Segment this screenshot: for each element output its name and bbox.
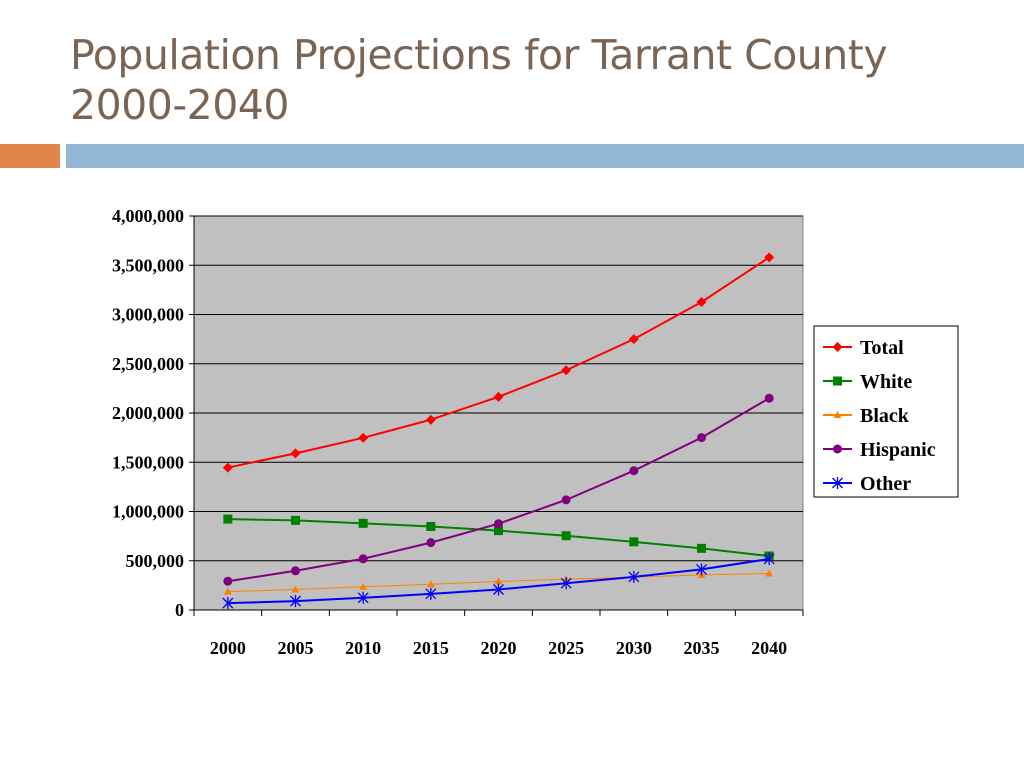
y-tick-label: 1,500,000 bbox=[112, 452, 184, 472]
legend-label-white: White bbox=[860, 371, 912, 393]
legend-marker-total bbox=[832, 342, 843, 352]
x-tick-label: 2025 bbox=[548, 638, 584, 658]
data-point-white bbox=[426, 521, 436, 531]
data-point-black bbox=[494, 577, 503, 585]
data-point-other bbox=[628, 570, 640, 583]
data-point-other bbox=[222, 597, 234, 610]
data-point-hispanic bbox=[291, 566, 300, 576]
data-point-black bbox=[291, 585, 300, 593]
data-point-other bbox=[290, 595, 301, 608]
legend-label-other: Other bbox=[860, 473, 911, 495]
data-point-total bbox=[493, 391, 504, 402]
x-tick-label: 2010 bbox=[345, 638, 381, 658]
y-tick-label: 4,000,000 bbox=[112, 206, 184, 226]
data-point-other bbox=[493, 583, 504, 596]
slide-title: Population Projections for Tarrant Count… bbox=[70, 30, 970, 130]
y-tick-label: 3,500,000 bbox=[112, 255, 184, 275]
data-point-black bbox=[765, 569, 774, 577]
data-point-total bbox=[290, 448, 301, 459]
data-point-hispanic bbox=[697, 433, 706, 443]
y-tick-label: 0 bbox=[175, 600, 184, 620]
data-point-white bbox=[494, 526, 503, 536]
data-point-total bbox=[425, 414, 436, 425]
data-point-other bbox=[696, 563, 707, 576]
data-point-black bbox=[223, 587, 232, 595]
data-point-other bbox=[763, 552, 775, 565]
data-point-white bbox=[629, 537, 639, 547]
accent-bar-blue bbox=[66, 144, 1024, 168]
title-line-1: Population Projections for Tarrant Count… bbox=[70, 31, 888, 79]
data-point-hispanic bbox=[426, 538, 436, 548]
x-tick-label: 2020 bbox=[481, 638, 517, 658]
data-point-total bbox=[764, 252, 775, 263]
data-point-white bbox=[358, 518, 368, 528]
x-tick-label: 2040 bbox=[751, 638, 787, 658]
data-point-white bbox=[291, 515, 300, 525]
data-point-white bbox=[561, 531, 571, 541]
legend-marker-white bbox=[833, 376, 842, 386]
data-point-hispanic bbox=[358, 554, 368, 564]
data-point-total bbox=[561, 365, 572, 376]
data-point-hispanic bbox=[223, 576, 233, 586]
legend-marker-black bbox=[833, 411, 842, 418]
data-point-total bbox=[222, 462, 233, 473]
data-point-hispanic bbox=[764, 393, 774, 403]
legend-label-hispanic: Hispanic bbox=[860, 439, 936, 461]
data-point-other bbox=[560, 577, 572, 590]
x-tick-label: 2015 bbox=[413, 638, 449, 658]
x-tick-label: 2000 bbox=[210, 638, 246, 658]
data-point-hispanic bbox=[561, 495, 571, 505]
x-tick-label: 2035 bbox=[684, 638, 720, 658]
title-line-2: 2000-2040 bbox=[70, 81, 289, 129]
data-point-hispanic bbox=[629, 466, 639, 476]
data-point-white bbox=[223, 514, 233, 524]
data-point-total bbox=[358, 432, 369, 443]
data-point-other bbox=[357, 591, 369, 604]
population-line-chart: 0 500,000 1,000,000 1,500,000 2,000,000 2,500… bbox=[112, 206, 959, 658]
y-tick-label: 2,500,000 bbox=[112, 354, 184, 374]
accent-bar-orange bbox=[0, 144, 60, 168]
data-point-other bbox=[425, 587, 437, 600]
y-tick-label: 500,000 bbox=[126, 551, 185, 571]
x-tick-label: 2030 bbox=[616, 638, 652, 658]
y-tick-label: 3,000,000 bbox=[112, 305, 184, 325]
data-point-black bbox=[426, 580, 435, 588]
data-point-white bbox=[697, 543, 706, 553]
data-point-total bbox=[628, 334, 639, 345]
legend-label-black: Black bbox=[860, 405, 910, 427]
y-tick-label: 2,000,000 bbox=[112, 403, 184, 423]
legend-marker-hispanic bbox=[833, 444, 842, 454]
data-point-hispanic bbox=[494, 519, 503, 529]
data-point-black bbox=[359, 582, 368, 590]
data-point-total bbox=[696, 296, 707, 307]
legend bbox=[813, 325, 959, 498]
legend-label-total: Total bbox=[860, 337, 904, 359]
y-tick-label: 1,000,000 bbox=[112, 502, 184, 522]
legend-marker-other bbox=[832, 477, 843, 489]
x-tick-label: 2005 bbox=[278, 638, 314, 658]
